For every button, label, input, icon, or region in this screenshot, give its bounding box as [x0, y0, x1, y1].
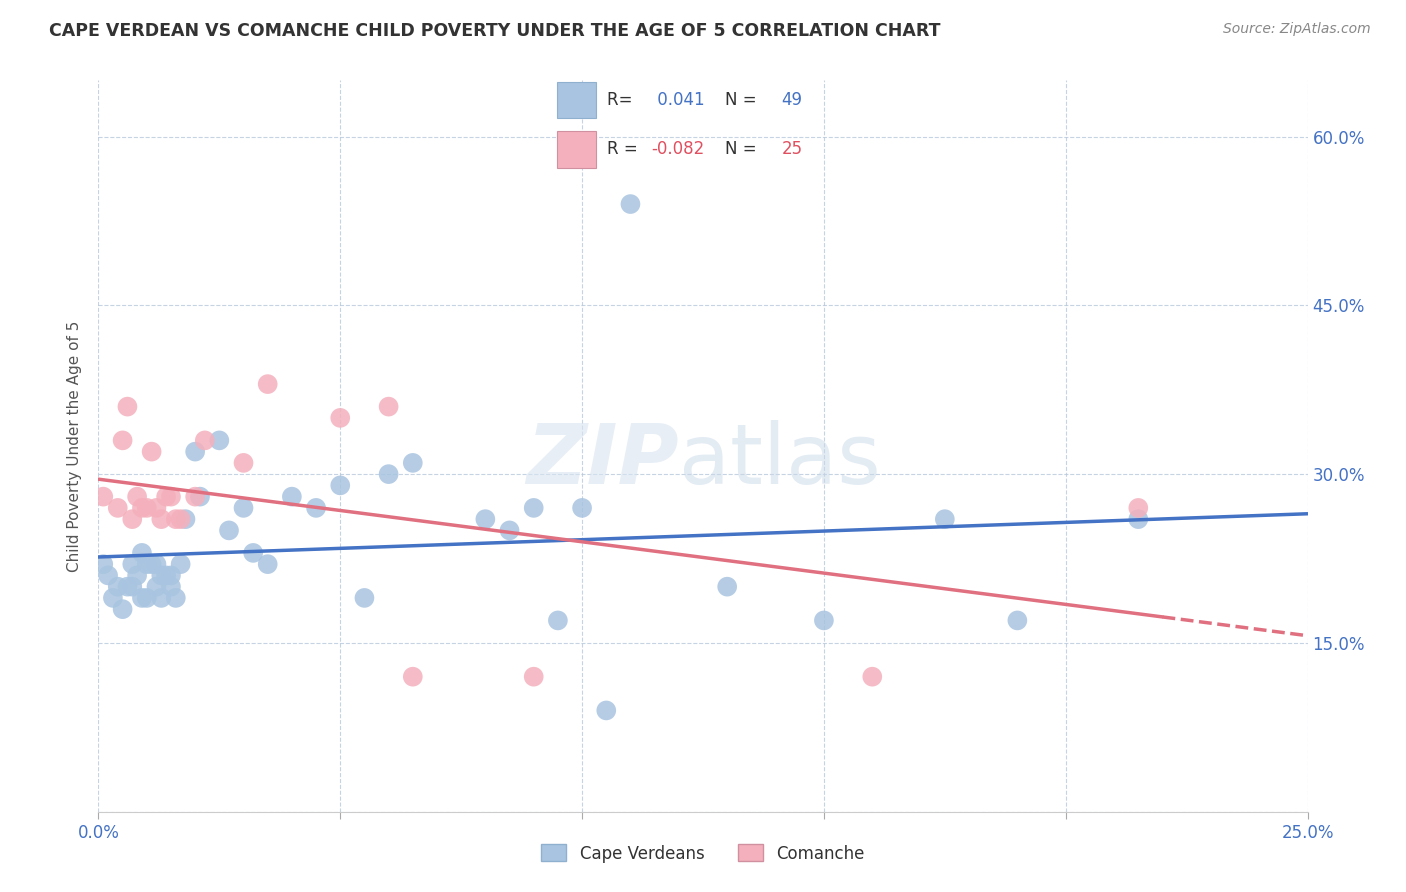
Point	[155, 568, 177, 582]
Point	[141, 444, 163, 458]
Point	[1128, 512, 1150, 526]
Text: N =: N =	[725, 91, 762, 109]
Point	[208, 434, 231, 448]
Point	[619, 197, 641, 211]
Text: R=: R=	[607, 91, 638, 109]
Point	[174, 512, 197, 526]
Y-axis label: Child Poverty Under the Age of 5: Child Poverty Under the Age of 5	[67, 320, 83, 572]
Point	[402, 456, 425, 470]
Point	[91, 490, 114, 504]
Point	[194, 434, 217, 448]
Point	[232, 456, 254, 470]
Point	[232, 500, 254, 515]
Point	[135, 500, 157, 515]
Point	[402, 670, 425, 684]
Point	[150, 591, 173, 605]
Point	[281, 490, 304, 504]
Point	[256, 557, 278, 571]
Point	[377, 467, 399, 482]
Text: CAPE VERDEAN VS COMANCHE CHILD POVERTY UNDER THE AGE OF 5 CORRELATION CHART: CAPE VERDEAN VS COMANCHE CHILD POVERTY U…	[49, 22, 941, 40]
Point	[145, 500, 167, 515]
Point	[117, 580, 139, 594]
Text: Source: ZipAtlas.com: Source: ZipAtlas.com	[1223, 22, 1371, 37]
Text: R =: R =	[607, 140, 644, 158]
FancyBboxPatch shape	[557, 82, 596, 119]
Point	[117, 400, 139, 414]
Point	[150, 568, 173, 582]
Point	[256, 377, 278, 392]
Point	[716, 580, 738, 594]
Text: -0.082: -0.082	[652, 140, 704, 158]
Point	[934, 512, 956, 526]
Point	[135, 591, 157, 605]
Point	[305, 500, 328, 515]
Point	[121, 512, 143, 526]
Point	[523, 500, 546, 515]
Point	[107, 500, 129, 515]
Point	[595, 703, 617, 717]
Text: 25: 25	[782, 140, 803, 158]
Point	[188, 490, 211, 504]
Point	[97, 568, 120, 582]
FancyBboxPatch shape	[557, 131, 596, 168]
Point	[107, 580, 129, 594]
Point	[498, 524, 520, 538]
Point	[860, 670, 883, 684]
Point	[1128, 500, 1150, 515]
Point	[165, 512, 187, 526]
Point	[329, 478, 352, 492]
Point	[329, 410, 352, 425]
Point	[160, 580, 183, 594]
Text: 0.041: 0.041	[652, 91, 704, 109]
Point	[135, 557, 157, 571]
Text: N =: N =	[725, 140, 762, 158]
Point	[150, 512, 173, 526]
Point	[377, 400, 399, 414]
Point	[169, 557, 191, 571]
Point	[155, 490, 177, 504]
Point	[121, 557, 143, 571]
Point	[353, 591, 375, 605]
Text: atlas: atlas	[679, 420, 880, 501]
Point	[101, 591, 124, 605]
Point	[184, 490, 207, 504]
Point	[1007, 614, 1029, 628]
Point	[474, 512, 496, 526]
Point	[111, 602, 134, 616]
Point	[127, 490, 149, 504]
Point	[131, 500, 153, 515]
Point	[218, 524, 240, 538]
Point	[121, 580, 143, 594]
Point	[145, 557, 167, 571]
Point	[813, 614, 835, 628]
Point	[160, 490, 183, 504]
Point	[184, 444, 207, 458]
Point	[141, 557, 163, 571]
Point	[165, 591, 187, 605]
Text: 49: 49	[782, 91, 803, 109]
Legend: Cape Verdeans, Comanche: Cape Verdeans, Comanche	[534, 838, 872, 869]
Point	[160, 568, 183, 582]
Point	[91, 557, 114, 571]
Point	[127, 568, 149, 582]
Point	[111, 434, 134, 448]
Point	[131, 591, 153, 605]
Point	[131, 546, 153, 560]
Point	[242, 546, 264, 560]
Point	[523, 670, 546, 684]
Point	[571, 500, 593, 515]
Point	[145, 580, 167, 594]
Point	[169, 512, 191, 526]
Point	[547, 614, 569, 628]
Text: ZIP: ZIP	[526, 420, 679, 501]
